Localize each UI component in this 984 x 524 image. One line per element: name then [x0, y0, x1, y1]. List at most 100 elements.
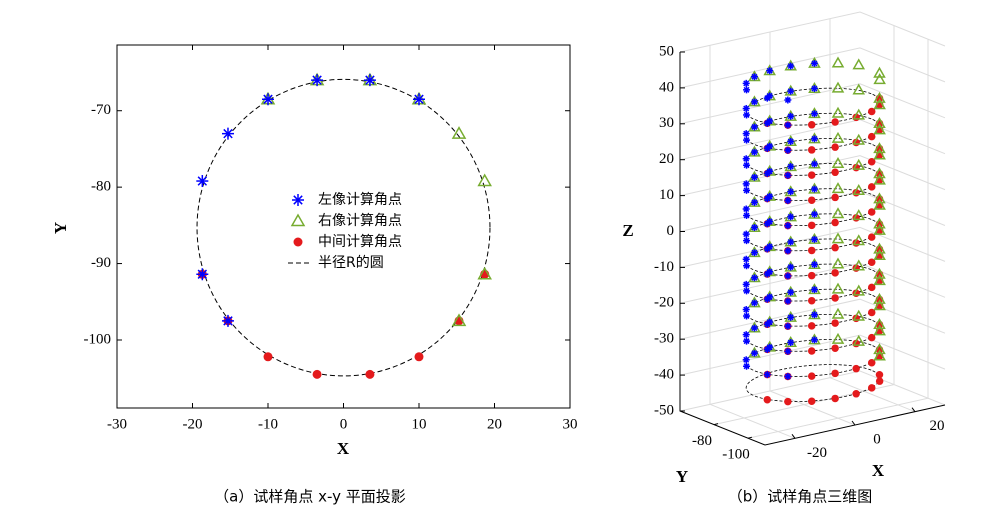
dot — [807, 372, 816, 380]
y-tick-label: -80 — [692, 433, 712, 449]
dot — [867, 258, 876, 266]
star-marker — [221, 314, 234, 327]
star-marker — [810, 286, 818, 294]
dot — [867, 283, 876, 292]
dot — [365, 369, 375, 379]
triangle — [873, 249, 886, 261]
dot-marker — [867, 157, 876, 166]
triangle — [831, 131, 845, 143]
triangle-marker — [873, 142, 886, 154]
z-tick-label: 20 — [659, 151, 674, 167]
triangle-marker — [873, 198, 886, 210]
star-stroke — [784, 122, 791, 129]
star-stroke — [787, 163, 794, 170]
y-tick-label: -80 — [91, 179, 111, 195]
triangle — [477, 173, 492, 187]
y-tick — [747, 436, 753, 439]
star-marker — [742, 331, 750, 339]
triangle — [831, 182, 845, 194]
star-stroke — [743, 287, 750, 294]
triangle-marker — [852, 108, 866, 120]
star-stroke — [811, 211, 818, 218]
dot — [831, 294, 839, 302]
grid-line — [679, 370, 946, 412]
star-marker — [743, 161, 751, 169]
triangle — [831, 156, 845, 168]
star-marker — [787, 338, 795, 346]
x-tick — [911, 407, 916, 412]
triangle — [873, 349, 886, 361]
dot-marker — [831, 344, 839, 352]
triangle-marker — [831, 182, 845, 194]
legend-label: 中间计算角点 — [318, 234, 402, 250]
star-stroke — [787, 88, 794, 95]
dot-marker — [807, 246, 816, 255]
dot — [867, 233, 876, 241]
triangle — [831, 106, 845, 118]
star-marker — [311, 74, 324, 87]
star-marker — [810, 185, 818, 193]
dot-marker — [875, 377, 884, 385]
dot-marker — [807, 372, 816, 380]
dot-marker — [867, 233, 876, 241]
star-marker — [766, 192, 774, 200]
legend-label: 左像计算角点 — [318, 192, 402, 208]
star-stroke — [764, 371, 771, 378]
star-stroke — [751, 98, 758, 105]
star-stroke — [766, 268, 773, 275]
star-stroke — [197, 269, 208, 279]
dot — [807, 347, 816, 355]
dot-marker — [807, 322, 816, 330]
star-marker — [743, 312, 751, 320]
triangle — [873, 292, 886, 304]
star-stroke — [787, 113, 794, 120]
caption: （a）试样角点 x-y 平面投影 — [214, 488, 406, 506]
star-stroke — [743, 331, 750, 338]
dot — [807, 221, 816, 230]
star-marker — [787, 62, 795, 70]
z-tick-label: 30 — [659, 115, 674, 131]
triangle — [873, 91, 886, 103]
triangle-marker — [451, 126, 467, 139]
triangle — [873, 98, 886, 110]
triangle — [852, 309, 866, 321]
star-stroke — [743, 105, 750, 112]
star-marker — [743, 287, 751, 295]
triangle-marker — [831, 56, 845, 68]
dot — [867, 157, 876, 166]
dot — [867, 183, 876, 191]
x-tick — [851, 420, 856, 426]
dot — [867, 333, 876, 342]
triangle — [852, 209, 866, 221]
star-marker — [742, 104, 750, 112]
z-tick-label: -20 — [654, 295, 674, 311]
triangle-marker — [873, 274, 886, 286]
grid-line — [679, 119, 946, 161]
star-marker — [766, 343, 774, 351]
dot-marker — [831, 294, 839, 302]
star-marker — [766, 268, 774, 276]
x-tick-label: -10 — [258, 416, 278, 432]
dot-marker — [867, 132, 876, 141]
triangle — [831, 207, 845, 219]
star-marker — [750, 249, 758, 257]
triangle-marker — [873, 192, 886, 204]
dot-marker — [263, 352, 273, 362]
star-stroke — [787, 188, 794, 195]
star-stroke — [766, 293, 773, 300]
dot — [831, 118, 839, 126]
dot-marker — [867, 384, 876, 392]
star-stroke — [223, 128, 233, 139]
dot-marker — [867, 107, 876, 116]
dot — [807, 397, 816, 405]
star-stroke — [743, 86, 750, 93]
star-stroke — [811, 135, 818, 142]
star-marker — [766, 142, 774, 150]
star-stroke — [784, 323, 791, 330]
star-stroke — [751, 73, 758, 80]
dot — [807, 146, 816, 154]
triangle-marker — [831, 81, 845, 93]
dot-marker — [807, 196, 816, 204]
star-marker — [810, 85, 818, 93]
